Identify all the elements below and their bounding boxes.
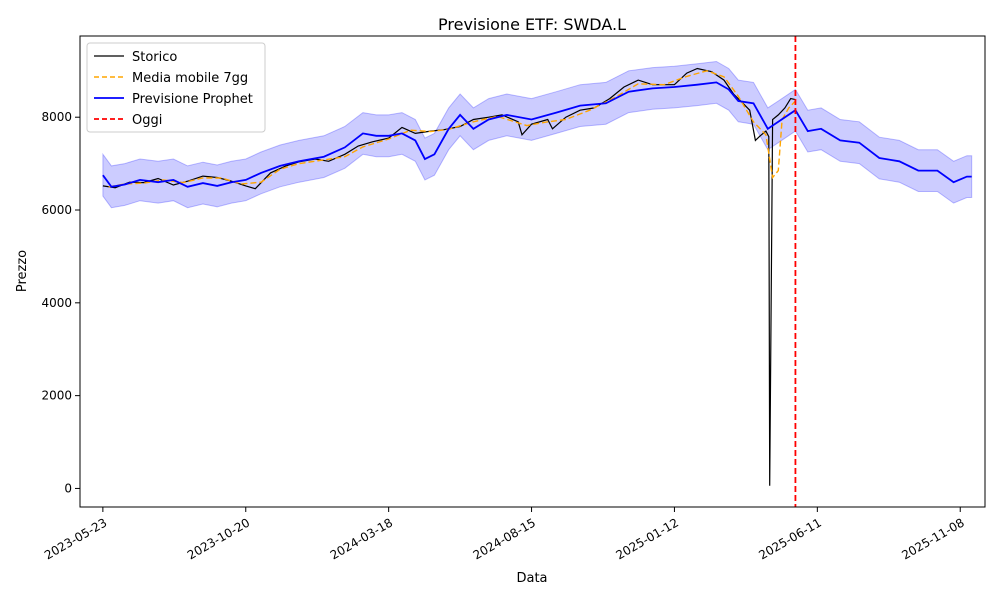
- series-line-previsione: [102, 81, 972, 188]
- y-tick-label: 4000: [41, 296, 72, 310]
- series-line-media-mobile: [108, 70, 796, 188]
- chart-title: Previsione ETF: SWDA.L: [438, 15, 626, 34]
- forecast-uncertainty-band: [102, 60, 973, 209]
- legend-label: Oggi: [132, 113, 162, 128]
- legend-label: Storico: [132, 50, 177, 65]
- y-tick-label: 6000: [41, 203, 72, 217]
- y-tick-label: 0: [64, 481, 72, 495]
- plot-frame: [79, 35, 986, 508]
- y-tick-label: 2000: [41, 389, 72, 403]
- legend-box: [86, 42, 266, 133]
- legend-label: Media mobile 7gg: [132, 71, 248, 86]
- legend-label: Previsione Prophet: [132, 92, 253, 107]
- y-tick-label: 8000: [41, 110, 72, 124]
- x-axis-label: Data: [516, 571, 547, 586]
- chart-legend: Storico Media mobile 7gg Previsione Prophe…: [86, 42, 266, 133]
- series-line-storico: [102, 67, 796, 486]
- y-axis-label: Prezzo: [15, 250, 30, 292]
